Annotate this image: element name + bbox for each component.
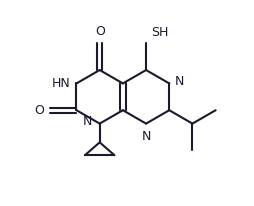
Text: N: N bbox=[83, 115, 92, 128]
Text: HN: HN bbox=[52, 77, 70, 90]
Text: SH: SH bbox=[151, 26, 169, 39]
Text: N: N bbox=[174, 75, 184, 88]
Text: N: N bbox=[141, 130, 151, 143]
Text: O: O bbox=[95, 25, 105, 38]
Text: O: O bbox=[35, 104, 44, 117]
